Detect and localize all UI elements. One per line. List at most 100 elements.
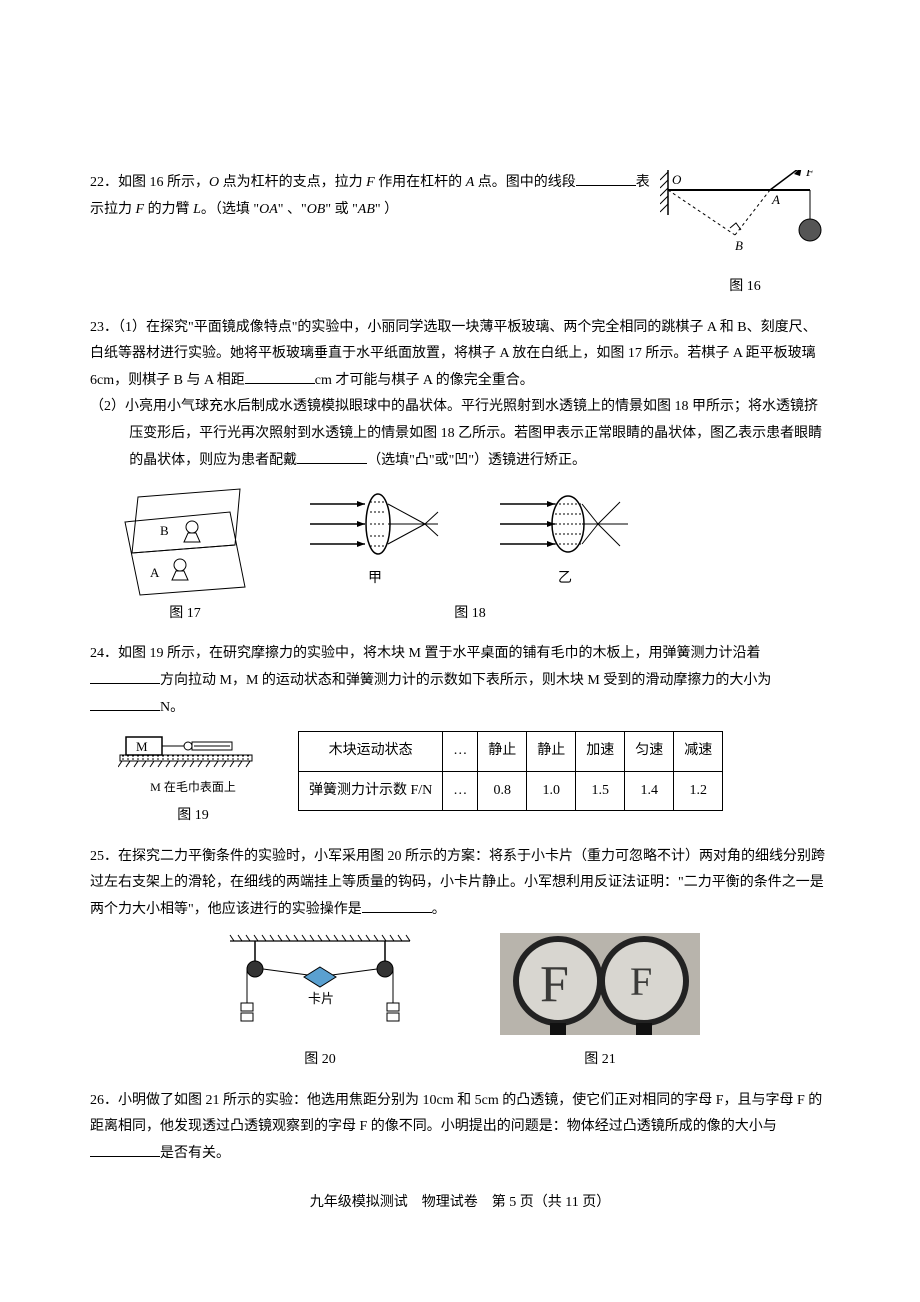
- svg-text:F: F: [540, 956, 569, 1013]
- q24-c: N。: [160, 700, 184, 715]
- q22-A: A: [466, 175, 475, 190]
- question-22: 22．如图 16 所示，O 点为杠杆的支点，拉力 F 作用在杠杆的 A 点。图中…: [90, 170, 830, 301]
- fig19-sub: M 在毛巾表面上: [118, 776, 268, 799]
- lens-yi-icon: [500, 484, 630, 564]
- table-cell: 弹簧测力计示数 F/N: [299, 771, 443, 811]
- question-26: 26．小明做了如图 21 所示的实验：他选用焦距分别为 10cm 和 5cm 的…: [90, 1088, 830, 1168]
- question-23: 23．（1）在探究"平面镜成像特点"的实验中，小丽同学选取一块薄平板玻璃、两个完…: [90, 315, 830, 628]
- fig20-caption: 图 20: [220, 1047, 420, 1074]
- q23-num: 23．: [90, 320, 118, 335]
- q22-blank[interactable]: [576, 172, 636, 186]
- table-cell: 1.2: [674, 771, 723, 811]
- q22-i: " 或 ": [325, 202, 357, 217]
- q24-text: 24．如图 19 所示，在研究摩擦力的实验中，将木块 M 置于水平桌面的铺有毛巾…: [90, 641, 830, 721]
- table-cell: 1.5: [576, 771, 625, 811]
- q22-F2: F: [136, 202, 145, 217]
- table-cell: 木块运动状态: [299, 732, 443, 772]
- table-cell: …: [443, 771, 478, 811]
- table-cell: 0.8: [478, 771, 527, 811]
- page-footer: 九年级模拟测试 物理试卷 第 5 页（共 11 页）: [90, 1190, 830, 1217]
- q23-p2b: （选填"凸"或"凹"）透镜进行矫正。: [367, 453, 586, 468]
- q23-blank2[interactable]: [297, 450, 367, 464]
- q24-blank2[interactable]: [90, 697, 160, 711]
- magnifier-photo-icon: F F: [500, 933, 700, 1043]
- svg-text:F: F: [805, 170, 815, 179]
- table-cell: 匀速: [625, 732, 674, 772]
- q22-j: " ）: [375, 202, 398, 217]
- question-25: 25．在探究二力平衡条件的实验时，小军采用图 20 所示的方案：将系于小卡片（重…: [90, 844, 830, 1074]
- fig21-caption: 图 21: [500, 1047, 700, 1074]
- q22-OB: OB: [307, 202, 326, 217]
- q26-blank[interactable]: [90, 1143, 160, 1157]
- q24-num: 24．: [90, 646, 118, 661]
- table-cell: …: [443, 732, 478, 772]
- q26-b: 是否有关。: [160, 1146, 230, 1161]
- q24-a: 如图 19 所示，在研究摩擦力的实验中，将木块 M 置于水平桌面的铺有毛巾的木板…: [118, 646, 760, 661]
- q22-num: 22．: [90, 175, 118, 190]
- q22-d: 点。图中的线段: [474, 175, 576, 190]
- q24-table: 木块运动状态 … 静止 静止 加速 匀速 减速 弹簧测力计示数 F/N … 0.…: [298, 731, 723, 811]
- fig21-block: F F 图 21: [500, 933, 700, 1074]
- q25-num: 25．: [90, 849, 118, 864]
- svg-text:O: O: [672, 172, 682, 187]
- svg-text:卡片: 卡片: [308, 991, 334, 1006]
- q22-F: F: [366, 175, 375, 190]
- q25-b: 。: [432, 902, 446, 917]
- q22-h: " 、": [278, 202, 307, 217]
- q23-p1b: cm 才可能与棋子 A 的像完全重合。: [315, 373, 534, 388]
- q23-figs: B A 图 17: [120, 484, 830, 627]
- balance-diagram-icon: 卡片: [220, 933, 420, 1043]
- table-cell: 1.4: [625, 771, 674, 811]
- fig17-caption: 图 17: [120, 601, 250, 628]
- q26-num: 26．: [90, 1093, 118, 1108]
- lever-diagram-icon: O A F B: [660, 170, 830, 270]
- q22-OA: OA: [259, 202, 278, 217]
- svg-text:B: B: [735, 238, 743, 253]
- q22-O: O: [209, 175, 219, 190]
- fig17-block: B A 图 17: [120, 487, 250, 628]
- q23-p1: 23．（1）在探究"平面镜成像特点"的实验中，小丽同学选取一块薄平板玻璃、两个完…: [90, 315, 830, 395]
- fig20-block: 卡片 图 20: [220, 933, 420, 1074]
- fig18-right: 乙: [500, 484, 630, 593]
- q22-f: 的力臂: [144, 202, 193, 217]
- q22-g: 。（选填 ": [201, 202, 259, 217]
- q23-p2: （2）小亮用小气球充水后制成水透镜模拟眼球中的晶状体。平行光照射到水透镜上的情景…: [90, 394, 830, 474]
- q22-text: 22．如图 16 所示，O 点为杠杆的支点，拉力 F 作用在杠杆的 A 点。图中…: [90, 170, 660, 223]
- table-cell: 1.0: [527, 771, 576, 811]
- fig18-right-caption: 乙: [500, 566, 630, 593]
- q24-blank1[interactable]: [90, 670, 160, 684]
- svg-text:A: A: [771, 192, 780, 207]
- table-cell: 加速: [576, 732, 625, 772]
- q22-figure: O A F B 图 16: [660, 170, 830, 301]
- q24-row: M M 在毛巾表面上 图 19 木块运动状态: [118, 731, 830, 829]
- mirror-diagram-icon: B A: [120, 487, 250, 597]
- fig18-block: 甲: [310, 484, 630, 627]
- svg-text:B: B: [160, 523, 169, 538]
- q22-AB: AB: [358, 202, 375, 217]
- q24-b: 方向拉动 M，M 的运动状态和弹簧测力计的示数如下表所示，则木块 M 受到的滑动…: [160, 673, 771, 688]
- fig16-caption: 图 16: [660, 274, 830, 301]
- svg-text:M: M: [136, 739, 148, 754]
- q25-figs: 卡片 图 20 F F 图 21: [90, 933, 830, 1074]
- q26-a: 小明做了如图 21 所示的实验：他选用焦距分别为 10cm 和 5cm 的凸透镜…: [90, 1093, 822, 1135]
- fig19-block: M M 在毛巾表面上 图 19: [118, 731, 268, 829]
- friction-diagram-icon: M: [118, 731, 268, 776]
- table-row: 弹簧测力计示数 F/N … 0.8 1.0 1.5 1.4 1.2: [299, 771, 723, 811]
- table-cell: 静止: [478, 732, 527, 772]
- q22-L: L: [193, 202, 201, 217]
- q25-text: 25．在探究二力平衡条件的实验时，小军采用图 20 所示的方案：将系于小卡片（重…: [90, 844, 830, 924]
- q25-blank[interactable]: [362, 899, 432, 913]
- fig19-caption: 图 19: [118, 803, 268, 830]
- fig18-caption: 图 18: [310, 601, 630, 628]
- table-cell: 静止: [527, 732, 576, 772]
- svg-text:A: A: [150, 565, 160, 580]
- table-row: 木块运动状态 … 静止 静止 加速 匀速 减速: [299, 732, 723, 772]
- table-cell: 减速: [674, 732, 723, 772]
- q22-a: 如图 16 所示，: [118, 175, 209, 190]
- q23-blank1[interactable]: [245, 370, 315, 384]
- fig18-left-caption: 甲: [310, 566, 440, 593]
- q22-b: 点为杠杆的支点，拉力: [219, 175, 366, 190]
- q22-wrap: 22．如图 16 所示，O 点为杠杆的支点，拉力 F 作用在杠杆的 A 点。图中…: [90, 170, 830, 301]
- fig18-left: 甲: [310, 484, 440, 593]
- lens-jia-icon: [310, 484, 440, 564]
